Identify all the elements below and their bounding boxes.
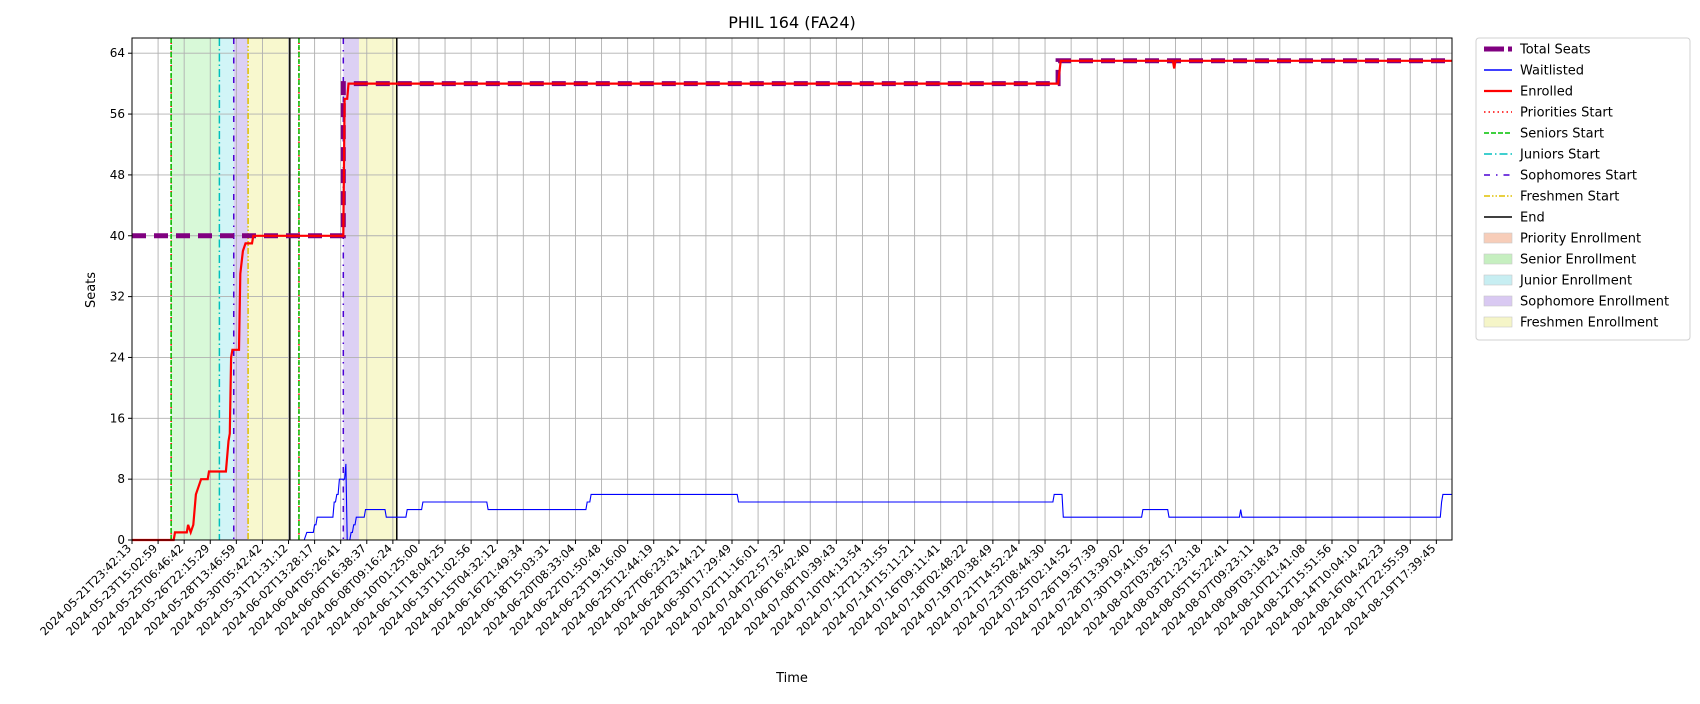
legend-item: End: [1484, 211, 1545, 226]
x-axis-label: Time: [775, 671, 808, 686]
legend-box: [1475, 37, 1691, 341]
legend-label: Sophomore Enrollment: [1520, 295, 1669, 310]
series: [132, 58, 1452, 542]
legend-item: Enrolled: [1484, 85, 1573, 100]
legend-item: Junior Enrollment: [1483, 274, 1632, 289]
legend-item: Seniors Start: [1484, 127, 1604, 142]
legend-item: Freshmen Start: [1484, 190, 1619, 205]
phase-spans: [171, 38, 397, 540]
legend-label: End: [1520, 211, 1545, 226]
legend-label: Total Seats: [1519, 43, 1591, 58]
legend-label: Seniors Start: [1520, 127, 1604, 142]
legend-label: Enrolled: [1520, 85, 1573, 100]
y-tick-label: 40: [110, 229, 125, 243]
legend-item: Total Seats: [1484, 43, 1591, 58]
legend-item: Juniors Start: [1484, 148, 1600, 163]
y-tick-label: 8: [117, 472, 125, 486]
legend-label: Waitlisted: [1520, 64, 1584, 79]
legend-label: Sophomores Start: [1520, 169, 1637, 184]
legend-label: Freshmen Start: [1520, 190, 1619, 205]
y-tick-label: 48: [110, 168, 125, 182]
legend-item: Sophomores Start: [1484, 169, 1637, 184]
legend-item: Sophomore Enrollment: [1483, 295, 1669, 310]
y-tick-label: 24: [110, 350, 125, 364]
legend-label: Freshmen Enrollment: [1520, 316, 1658, 331]
legend-label: Priorities Start: [1520, 106, 1613, 121]
grid: [131, 38, 1452, 541]
legend-item: Senior Enrollment: [1483, 253, 1636, 268]
y-tick-label: 56: [110, 107, 125, 121]
legend-swatch: [1483, 295, 1513, 307]
legend-item: Waitlisted: [1484, 64, 1584, 79]
legend-item: Priority Enrollment: [1483, 232, 1641, 247]
legend-label: Junior Enrollment: [1519, 274, 1632, 289]
legend-item: Freshmen Enrollment: [1483, 316, 1658, 331]
y-axis-label: Seats: [84, 272, 99, 308]
legend-swatch: [1483, 274, 1513, 286]
legend-label: Priority Enrollment: [1520, 232, 1641, 247]
phase-span-5: [358, 38, 397, 540]
legend-swatch: [1483, 232, 1513, 244]
phase-lines: [170, 38, 398, 540]
plot-frame: [131, 37, 1453, 541]
legend-swatch: [1483, 316, 1513, 328]
y-tick-label: 16: [110, 411, 125, 425]
legend-item: Priorities Start: [1484, 106, 1613, 121]
series-enrolled: [132, 59, 1452, 542]
y-tick-label: 32: [110, 290, 125, 304]
phase-span-3: [248, 38, 290, 540]
legend: Total Seats Waitlisted Enrolled Priorities …: [1475, 37, 1691, 341]
legend-label: Juniors Start: [1519, 148, 1600, 163]
y-tick-label: 64: [110, 46, 125, 60]
phase-span-0: [171, 38, 220, 540]
legend-swatch: [1483, 253, 1513, 265]
y-tick-label: 0: [117, 533, 125, 547]
chart-title: PHIL 164 (FA24): [728, 13, 856, 32]
legend-label: Senior Enrollment: [1520, 253, 1636, 268]
series-waitlisted: [132, 463, 1452, 541]
phase-span-4: [343, 38, 359, 540]
